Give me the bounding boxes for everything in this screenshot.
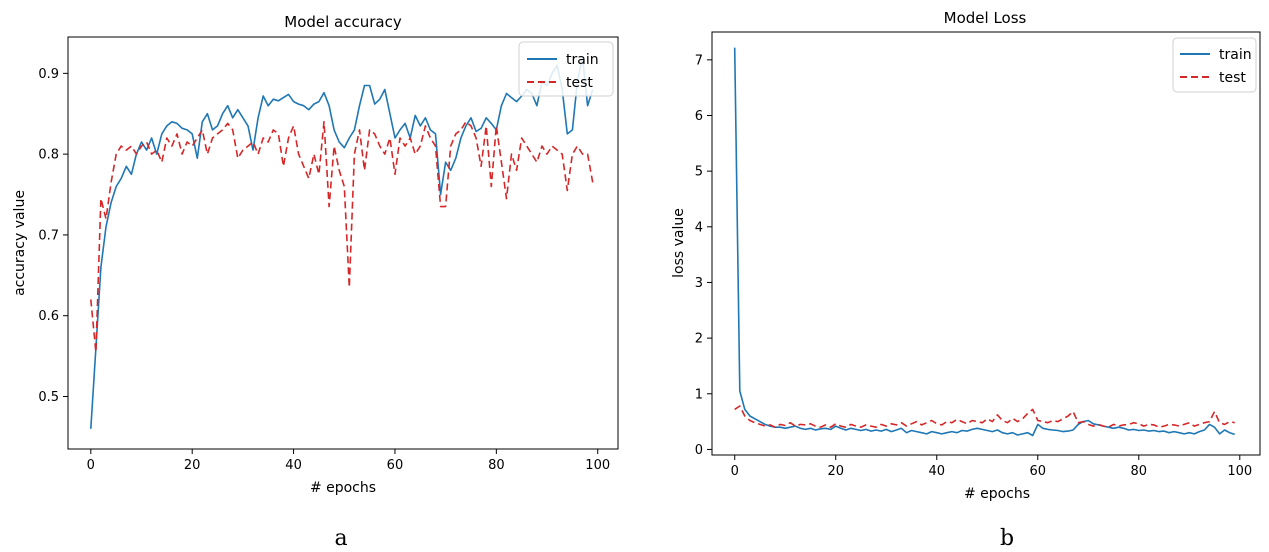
chart-loss: Model Loss 0 20 40 60 80 100 0 1 2 3 4 5 6 7 # epoch… bbox=[671, 9, 1261, 551]
chart-loss-ytick-label: 5 bbox=[695, 165, 703, 180]
chart-accuracy-legend: train test bbox=[518, 41, 614, 97]
chart-accuracy-xtick-label: 100 bbox=[585, 458, 610, 473]
chart-loss-y-ticks: 0 1 2 3 4 5 6 7 bbox=[695, 53, 712, 458]
chart-accuracy-series-train-line bbox=[90, 56, 594, 429]
chart-loss-legend-test-label: test bbox=[1219, 70, 1246, 86]
chart-accuracy-xtick-label: 0 bbox=[87, 458, 95, 473]
chart-loss-xtick-label: 80 bbox=[1131, 464, 1148, 479]
chart-loss-series-test-line bbox=[734, 405, 1235, 429]
chart-loss-ytick-label: 6 bbox=[695, 109, 703, 124]
chart-loss-ytick-label: 4 bbox=[695, 220, 703, 235]
chart-accuracy-xtick-label: 60 bbox=[387, 458, 404, 473]
chart-loss-xlabel: # epochs bbox=[964, 486, 1030, 502]
chart-accuracy-xlabel: # epochs bbox=[310, 480, 376, 496]
chart-loss-xtick-label: 20 bbox=[827, 464, 844, 479]
chart-loss-legend-train-label: train bbox=[1219, 47, 1252, 63]
chart-accuracy-legend-train-label: train bbox=[566, 52, 599, 68]
chart-loss-series-layer bbox=[733, 47, 1235, 437]
chart-accuracy-title: Model accuracy bbox=[284, 13, 402, 31]
chart-loss-plot-area bbox=[711, 31, 1261, 456]
chart-loss-xtick-label: 60 bbox=[1029, 464, 1046, 479]
chart-loss-ytick-label: 2 bbox=[695, 332, 703, 347]
chart-accuracy-xtick-label: 40 bbox=[285, 458, 302, 473]
chart-loss-ylabel: loss value bbox=[671, 208, 687, 278]
chart-loss-ytick-label: 0 bbox=[695, 443, 703, 458]
chart-loss-ytick-label: 7 bbox=[695, 53, 703, 68]
chart-accuracy-ytick-label: 0.9 bbox=[38, 67, 59, 82]
chart-accuracy-series-layer bbox=[90, 56, 594, 429]
chart-loss-xtick-label: 0 bbox=[731, 464, 739, 479]
chart-loss-xtick-label: 40 bbox=[928, 464, 945, 479]
chart-accuracy-ytick-label: 0.5 bbox=[38, 390, 59, 405]
chart-accuracy-ylabel: accuracy value bbox=[12, 190, 28, 296]
chart-loss-ytick-label: 3 bbox=[695, 276, 703, 291]
chart-accuracy-ytick-label: 0.8 bbox=[38, 148, 59, 163]
chart-loss-legend-box bbox=[1172, 37, 1257, 93]
chart-loss-title: Model Loss bbox=[944, 9, 1027, 27]
chart-accuracy-caption: a bbox=[334, 526, 347, 551]
chart-accuracy-x-ticks: 0 20 40 60 80 100 bbox=[87, 449, 610, 473]
chart-accuracy-ytick-label: 0.6 bbox=[38, 309, 59, 324]
chart-loss-x-ticks: 0 20 40 60 80 100 bbox=[731, 455, 1252, 479]
chart-accuracy-xtick-label: 80 bbox=[488, 458, 505, 473]
chart-accuracy-y-ticks: 0.5 0.6 0.7 0.8 0.9 bbox=[38, 67, 68, 405]
chart-accuracy-xtick-label: 20 bbox=[184, 458, 201, 473]
chart-accuracy-ytick-label: 0.7 bbox=[38, 228, 59, 243]
chart-loss-legend: train test bbox=[1172, 37, 1257, 93]
chart-loss-xtick-label: 100 bbox=[1227, 464, 1252, 479]
chart-accuracy-plot-area bbox=[67, 36, 619, 450]
chart-accuracy-legend-test-label: test bbox=[566, 75, 593, 91]
chart-accuracy: Model accuracy 0 20 40 60 80 100 0.5 0.6 0.7 0.8… bbox=[12, 13, 619, 551]
chart-loss-ytick-label: 1 bbox=[695, 387, 703, 402]
chart-loss-caption: b bbox=[1000, 526, 1014, 551]
chart-loss-series-train-line bbox=[733, 47, 1235, 437]
chart-accuracy-series-test-line bbox=[90, 121, 594, 353]
